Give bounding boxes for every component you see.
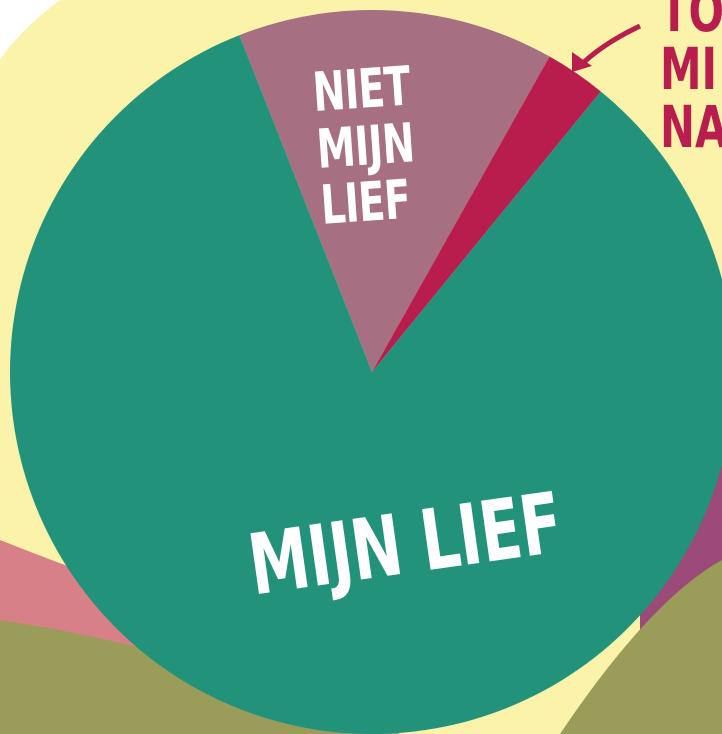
annotation-line: MI	[660, 40, 722, 98]
arrow	[578, 26, 640, 68]
annotation-line: NA	[660, 98, 722, 156]
annotation-line: TO	[660, 0, 722, 40]
page: {"chart_data": {"type": "pie", "categori…	[0, 0, 722, 734]
background-shape	[0, 0, 60, 60]
slice-label: NIET MIJN LIEF	[311, 59, 409, 235]
